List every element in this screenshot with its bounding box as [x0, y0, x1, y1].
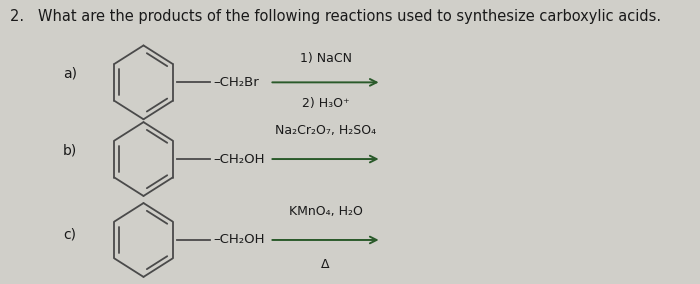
Text: KMnO₄, H₂O: KMnO₄, H₂O: [288, 205, 363, 218]
Text: –CH₂Br: –CH₂Br: [214, 76, 259, 89]
Text: 2) H₃O⁺: 2) H₃O⁺: [302, 97, 349, 110]
Text: b): b): [63, 143, 77, 158]
Text: Na₂Cr₂O₇, H₂SO₄: Na₂Cr₂O₇, H₂SO₄: [275, 124, 376, 137]
Text: a): a): [63, 67, 77, 81]
Text: c): c): [63, 227, 76, 241]
Text: 1) NaCN: 1) NaCN: [300, 52, 351, 65]
Text: Δ: Δ: [321, 258, 330, 271]
Text: 2.   What are the products of the following reactions used to synthesize carboxy: 2. What are the products of the followin…: [10, 9, 662, 24]
Text: –CH₂OH: –CH₂OH: [214, 153, 265, 166]
Text: –CH₂OH: –CH₂OH: [214, 233, 265, 247]
